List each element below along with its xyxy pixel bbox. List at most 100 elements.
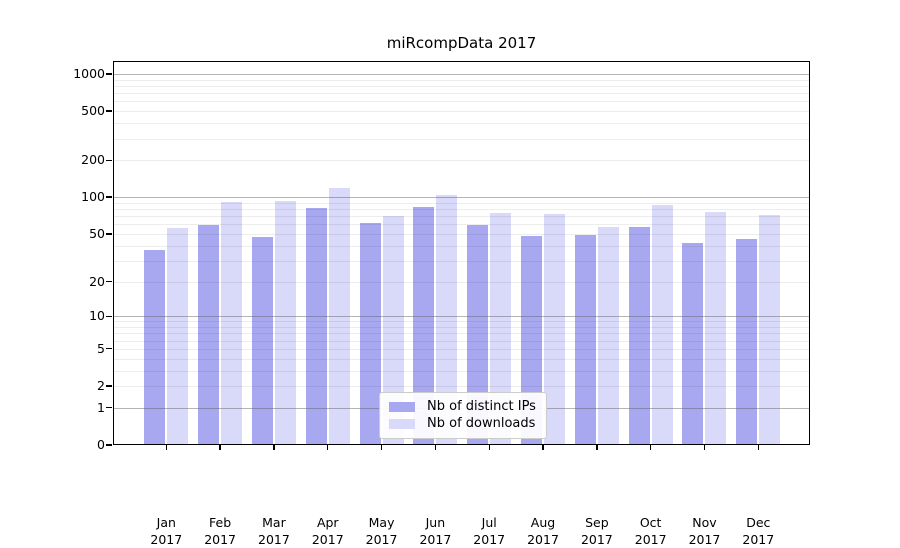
gridline-minor: [113, 160, 810, 162]
x-tick-year: 2017: [204, 532, 237, 547]
legend-item-downloads: Nb of downloads: [389, 415, 537, 432]
x-tick-year: 2017: [580, 532, 613, 547]
y-tick-mark: [106, 159, 112, 161]
gridline-minor: [113, 209, 810, 211]
y-tick-mark: [106, 385, 112, 387]
bar-downloads-may: [382, 216, 404, 445]
y-tick-label: 20: [89, 273, 105, 289]
legend-item-distinct-ips: Nb of distinct IPs: [389, 398, 537, 415]
x-tick-mark: [273, 445, 275, 450]
bar-downloads-aug: [544, 213, 566, 445]
y-tick-label: 2: [97, 378, 105, 393]
y-tick-label: 500: [81, 103, 105, 119]
y-tick-label: 100: [81, 189, 105, 205]
gridline-minor: [113, 86, 810, 87]
plot-area: Nb of distinct IPs Nb of downloads 0 1 2 5 1…: [73, 61, 810, 547]
y-tick-mark: [106, 407, 112, 409]
x-tick-label: May 2017: [352, 514, 412, 548]
gridline-minor: [113, 370, 810, 372]
y-tick-mark: [106, 233, 112, 235]
y-tick-label: 10: [89, 308, 105, 324]
bar-downloads-jul: [490, 213, 512, 445]
bar-downloads-oct: [651, 205, 673, 445]
x-tick-label: Mar 2017: [244, 514, 304, 548]
x-tick-year: 2017: [473, 532, 506, 547]
y-tick-mark: [106, 73, 112, 75]
x-tick-label: Apr 2017: [298, 514, 358, 548]
y-tick-label: 1: [97, 399, 105, 415]
bar-distinct-ips-dec: [736, 239, 758, 445]
gridline-minor: [113, 386, 810, 387]
gridline-minor: [113, 79, 810, 81]
bar-distinct-ips-oct: [628, 226, 650, 445]
x-tick-label: Aug 2017: [513, 514, 573, 548]
x-tick-year: 2017: [527, 532, 559, 547]
bar-downloads-jan: [167, 227, 189, 445]
y-tick-mark: [106, 444, 112, 446]
y-tick-mark: [106, 348, 112, 350]
bar-downloads-nov: [705, 211, 727, 445]
legend-label-distinct-ips: Nb of distinct IPs: [427, 399, 536, 414]
x-tick-month: Dec: [746, 515, 771, 530]
x-tick-month: Oct: [639, 515, 662, 530]
gridline-minor: [113, 202, 810, 204]
gridline-minor: [113, 281, 810, 283]
legend-label-downloads: Nb of downloads: [427, 416, 536, 431]
x-tick-mark: [649, 445, 652, 450]
gridline-minor: [113, 138, 810, 140]
x-tick-mark: [703, 445, 706, 450]
x-tick-mark: [488, 445, 490, 450]
x-tick-year: 2017: [311, 532, 344, 547]
y-tick-mark: [106, 110, 112, 112]
gridline-minor: [113, 333, 810, 335]
x-tick-month: Jul: [481, 515, 497, 530]
x-tick-month: Jan: [156, 515, 176, 530]
x-tick-month: Feb: [209, 515, 232, 530]
bar-distinct-ips-feb: [198, 225, 220, 445]
x-tick-year: 2017: [419, 532, 452, 547]
x-tick-year: 2017: [742, 532, 775, 547]
bar-distinct-ips-jul: [467, 225, 489, 445]
x-tick-mark: [757, 445, 759, 450]
gridline-major: [113, 197, 810, 199]
y-tick-label: 1000: [73, 66, 105, 82]
x-tick-mark: [434, 445, 437, 450]
gridline-minor: [113, 216, 810, 218]
chart-title: miRcompData 2017: [386, 34, 537, 52]
bar-distinct-ips-apr: [305, 207, 327, 445]
bar-downloads-feb: [221, 201, 243, 445]
x-tick-label: Dec 2017: [728, 514, 788, 548]
bar-distinct-ips-may: [359, 223, 381, 445]
bar-downloads-apr: [328, 188, 350, 445]
y-tick-label: 50: [89, 225, 105, 241]
legend-swatch-downloads: [389, 418, 415, 429]
legend: Nb of distinct IPs Nb of downloads: [379, 392, 547, 439]
gridline-major: [113, 74, 810, 76]
gridline-minor: [113, 358, 810, 360]
x-tick-mark: [219, 445, 221, 450]
x-tick-month: May: [368, 515, 395, 530]
gridline-minor: [113, 93, 810, 95]
gridline-minor: [113, 233, 810, 235]
x-tick-year: 2017: [688, 532, 721, 547]
x-tick-label: Feb 2017: [190, 514, 250, 548]
x-tick-mark: [165, 445, 167, 450]
x-tick-month: Apr: [316, 515, 339, 530]
gridline-major: [113, 316, 810, 318]
y-tick-label: 0: [97, 437, 105, 452]
x-tick-mark: [380, 445, 383, 450]
gridline-minor: [113, 101, 810, 103]
x-tick-label: Jul 2017: [459, 514, 519, 548]
bar-downloads-jun: [436, 195, 458, 445]
bar-downloads-dec: [759, 215, 781, 445]
x-tick-mark: [542, 445, 544, 450]
bar-distinct-ips-mar: [251, 237, 273, 445]
y-tick-mark: [106, 315, 112, 317]
x-tick-month: Mar: [262, 515, 286, 530]
y-tick-label: 5: [97, 340, 105, 356]
x-tick-label: Oct 2017: [621, 514, 681, 548]
bar-distinct-ips-nov: [682, 243, 704, 445]
x-tick-month: Nov: [692, 515, 717, 530]
bar-distinct-ips-jun: [413, 207, 435, 445]
x-tick-year: 2017: [150, 532, 183, 547]
